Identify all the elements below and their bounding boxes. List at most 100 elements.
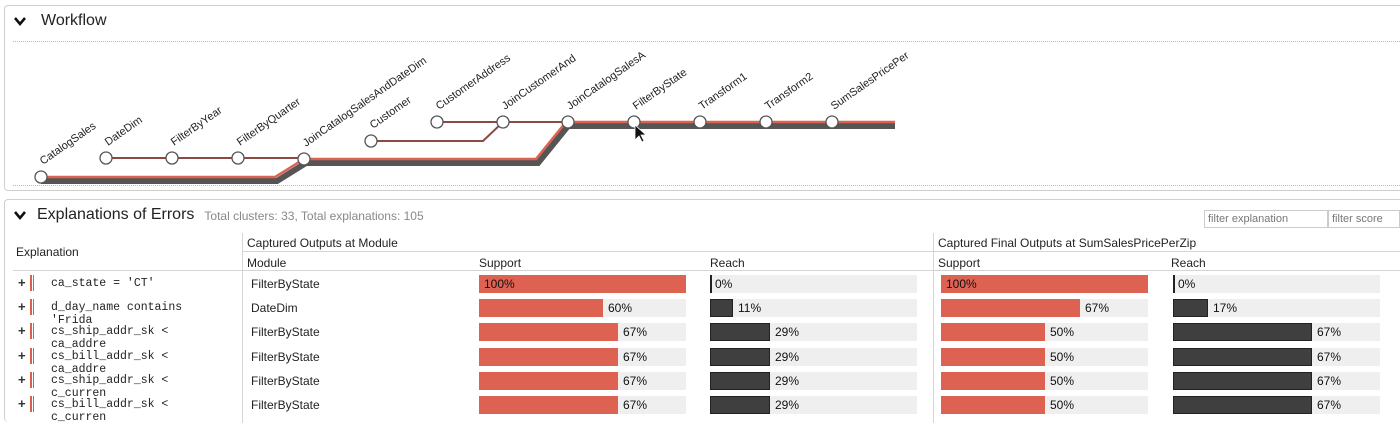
- support-bar: 67%: [479, 347, 686, 366]
- expand-row-button[interactable]: +: [18, 323, 26, 339]
- workflow-node[interactable]: FilterByYear: [165, 104, 225, 165]
- expand-row-button[interactable]: +: [18, 299, 26, 315]
- final-support-bar-fill: [941, 275, 1148, 293]
- workflow-node[interactable]: Transform1: [693, 71, 749, 129]
- reach-label: 29%: [775, 373, 800, 388]
- row-indicator: [30, 347, 34, 364]
- filter-score-input[interactable]: [1328, 210, 1400, 228]
- table-row[interactable]: + cs_ship_addr_sk < ca_addre FilterByState…: [13, 322, 1400, 351]
- final-support-bar-fill: [941, 299, 1080, 318]
- header-reach: Reach: [710, 256, 745, 270]
- chevron-down-icon[interactable]: [13, 14, 27, 28]
- support-bar-fill: [479, 323, 618, 342]
- final-reach-label: 67%: [1317, 349, 1342, 364]
- final-reach-bar: 67%: [1173, 323, 1380, 342]
- module-cell: FilterByState: [251, 349, 320, 364]
- workflow-node-circle[interactable]: [825, 115, 839, 129]
- final-reach-bar: 67%: [1173, 347, 1380, 366]
- table-row[interactable]: + cs_bill_addr_sk < ca_addre FilterByState…: [13, 347, 1400, 376]
- workflow-node-circle[interactable]: [99, 151, 113, 165]
- support-bar-fill: [479, 347, 618, 366]
- workflow-node-circle[interactable]: [759, 115, 773, 129]
- final-reach-bar: 0%: [1173, 275, 1380, 293]
- reach-label: 0%: [715, 277, 733, 291]
- support-label: 100%: [484, 277, 515, 291]
- row-indicator: [30, 396, 34, 412]
- header-group-final: Captured Final Outputs at SumSalesPriceP…: [938, 236, 1197, 250]
- final-reach-bar-fill: [1173, 396, 1312, 414]
- workflow-node-circle[interactable]: [430, 115, 444, 129]
- row-indicator: [30, 371, 34, 388]
- workflow-node-label: FilterByState: [631, 67, 689, 113]
- workflow-node[interactable]: CatalogSales: [34, 120, 99, 184]
- header-support: Support: [479, 256, 522, 270]
- expand-row-button[interactable]: +: [18, 371, 26, 387]
- workflow-node-circle[interactable]: [231, 151, 245, 165]
- final-support-label: 50%: [1050, 373, 1075, 388]
- cursor-icon: [634, 124, 648, 143]
- main-path: [41, 120, 895, 179]
- final-support-bar-fill: [941, 323, 1045, 342]
- support-bar-fill: [479, 275, 686, 293]
- final-support-bar: 50%: [941, 396, 1148, 414]
- support-bar: 100%: [479, 275, 686, 293]
- workflow-node[interactable]: DateDim: [99, 114, 145, 165]
- reach-bar-fill: [710, 275, 712, 293]
- expand-row-button[interactable]: +: [18, 275, 26, 290]
- workflow-node-circle[interactable]: [165, 151, 179, 165]
- support-label: 67%: [623, 349, 648, 364]
- final-reach-bar-fill: [1173, 371, 1312, 390]
- support-bar: 67%: [479, 396, 686, 414]
- module-cell: FilterByState: [251, 277, 320, 291]
- reach-label: 29%: [775, 398, 800, 412]
- header-module: Module: [247, 256, 287, 270]
- header-group-module: Captured Outputs at Module: [247, 236, 398, 250]
- reach-bar-fill: [710, 323, 770, 342]
- header-divider: [13, 270, 1400, 271]
- workflow-header[interactable]: Workflow: [13, 12, 107, 30]
- reach-bar: 29%: [710, 347, 917, 366]
- reach-label: 29%: [775, 349, 800, 364]
- support-label: 60%: [608, 301, 633, 316]
- workflow-node-label: DateDim: [103, 114, 145, 148]
- workflow-node-circle[interactable]: [496, 115, 510, 129]
- errors-header[interactable]: Explanations of Errors Total clusters: 3…: [13, 206, 424, 224]
- filter-explanation-input[interactable]: [1204, 210, 1328, 228]
- table-row[interactable]: + cs_bill_addr_sk < c_curren FilterByState…: [13, 395, 1400, 424]
- workflow-node-circle[interactable]: [561, 115, 575, 129]
- workflow-node-circle[interactable]: [627, 115, 641, 129]
- workflow-node-circle[interactable]: [364, 134, 378, 148]
- reach-bar-fill: [710, 347, 770, 366]
- support-label: 67%: [623, 325, 648, 340]
- explanation-text: ca_state = 'CT': [51, 277, 155, 290]
- workflow-node-circle[interactable]: [297, 152, 311, 166]
- workflow-node[interactable]: Transform2: [759, 71, 816, 129]
- module-cell: FilterByState: [251, 373, 320, 388]
- workflow-node[interactable]: FilterByState: [627, 67, 689, 129]
- final-support-label: 100%: [946, 277, 977, 291]
- workflow-node[interactable]: SumSalesPricePer: [825, 49, 912, 129]
- support-bar: 67%: [479, 323, 686, 342]
- workflow-node-circle[interactable]: [34, 170, 48, 184]
- customer-path: [371, 121, 568, 142]
- reach-bar: 29%: [710, 323, 917, 342]
- header-final-reach: Reach: [1171, 256, 1206, 270]
- table-row[interactable]: + cs_ship_addr_sk < c_curren FilterByState…: [13, 371, 1400, 400]
- final-support-label: 50%: [1050, 398, 1075, 412]
- table-row[interactable]: + ca_state = 'CT' FilterByState 100% 0% 100% 0…: [13, 274, 1400, 294]
- reach-bar-fill: [710, 371, 770, 390]
- final-support-bar: 100%: [941, 275, 1148, 293]
- table-row[interactable]: + d_day_name contains 'Frida DateDim 60% 11%…: [13, 298, 1400, 327]
- support-label: 67%: [623, 373, 648, 388]
- workflow-node[interactable]: JoinCatalogSalesAndDateDim: [297, 55, 429, 166]
- final-reach-bar-fill: [1173, 347, 1312, 366]
- workflow-node-label: Transform2: [763, 71, 816, 113]
- support-bar-fill: [479, 371, 618, 390]
- workflow-node[interactable]: FilterByQuarter: [231, 96, 303, 165]
- workflow-node-circle[interactable]: [693, 115, 707, 129]
- chevron-down-icon[interactable]: [13, 208, 27, 222]
- explanation-text: cs_bill_addr_sk < ca_addre: [51, 349, 169, 376]
- workflow-graph-svg: CatalogSales DateDim FilterByYear FilterByQ…: [34, 49, 912, 184]
- expand-row-button[interactable]: +: [18, 347, 26, 363]
- expand-row-button[interactable]: +: [18, 396, 26, 411]
